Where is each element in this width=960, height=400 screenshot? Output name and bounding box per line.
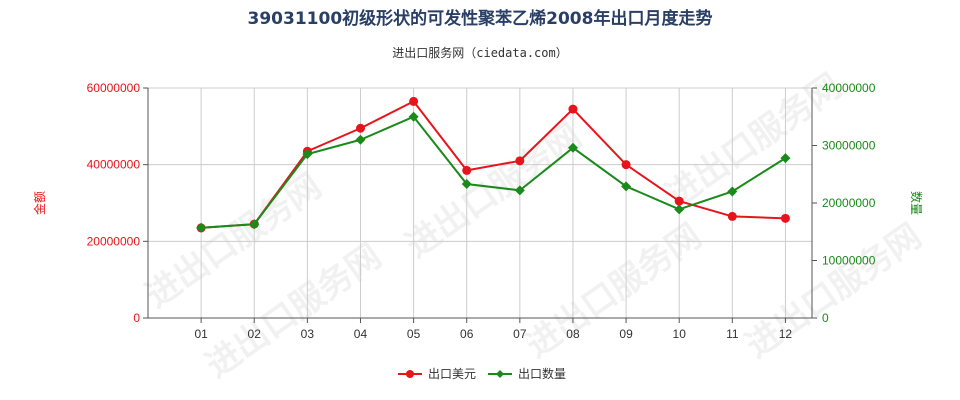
value-point xyxy=(409,96,419,106)
legend-label-value: 出口美元 xyxy=(428,367,476,381)
value-point xyxy=(568,104,578,114)
left-tick-label: 0 xyxy=(133,311,140,325)
x-tick-label: 09 xyxy=(619,327,633,341)
x-tick-label: 12 xyxy=(779,327,793,341)
legend-marker-value xyxy=(406,370,414,378)
left-tick-label: 40000000 xyxy=(87,158,141,172)
x-tick-label: 02 xyxy=(248,327,262,341)
value-point xyxy=(780,213,790,223)
left-tick-label: 20000000 xyxy=(87,234,141,248)
value-point xyxy=(727,211,737,221)
right-tick-label: 40000000 xyxy=(822,81,876,95)
quantity-point xyxy=(674,204,685,215)
right-tick-label: 30000000 xyxy=(822,139,876,153)
quantity-point xyxy=(514,185,525,196)
x-tick-label: 05 xyxy=(407,327,421,341)
watermark-text: 进出口服务网 xyxy=(399,116,589,266)
legend: 出口美元 出口数量 xyxy=(398,366,566,381)
quantity-point xyxy=(621,181,632,192)
value-point xyxy=(621,160,631,170)
value-point xyxy=(515,156,525,166)
quantity-point xyxy=(727,186,738,197)
chart-title: 39031100初级形状的可发性聚苯乙烯2008年出口月度走势 xyxy=(248,8,713,29)
watermark-text: 进出口服务网 xyxy=(739,216,929,366)
quantity-point xyxy=(567,142,578,153)
axis-layer: 0 20000000 40000000 60000000 0 10000000 200000… xyxy=(87,81,876,341)
chart-subtitle: 进出口服务网（ciedata.com） xyxy=(392,45,567,60)
x-tick-label: 03 xyxy=(301,327,315,341)
value-point xyxy=(355,123,365,133)
quantity-point xyxy=(780,153,791,164)
series-line-quantity xyxy=(201,115,786,229)
x-tick-label: 08 xyxy=(566,327,580,341)
watermark-text: 进出口服务网 xyxy=(659,66,849,216)
left-axis-title: 金额 xyxy=(32,191,47,215)
quantity-point xyxy=(302,149,313,160)
quantity-point xyxy=(196,222,207,233)
series-layer xyxy=(196,96,791,233)
x-tick-label: 10 xyxy=(673,327,687,341)
x-tick-label: 06 xyxy=(460,327,474,341)
quantity-point xyxy=(249,219,260,230)
quantity-point xyxy=(408,111,419,122)
x-tick-label: 01 xyxy=(194,327,208,341)
legend-marker-quantity xyxy=(496,370,504,378)
value-point xyxy=(462,165,472,175)
x-tick-label: 04 xyxy=(354,327,368,341)
quantity-point xyxy=(355,134,366,145)
right-tick-label: 10000000 xyxy=(822,254,876,268)
left-tick-label: 60000000 xyxy=(87,81,141,95)
series-line-value xyxy=(201,100,786,229)
x-tick-label: 07 xyxy=(513,327,527,341)
legend-label-quantity: 出口数量 xyxy=(518,366,566,381)
right-tick-label: 20000000 xyxy=(822,196,876,210)
x-tick-label: 11 xyxy=(726,327,739,341)
value-point xyxy=(674,196,684,206)
right-axis-title: 数量 xyxy=(909,191,924,215)
right-tick-label: 0 xyxy=(822,311,829,325)
watermark-text: 进出口服务网 xyxy=(519,216,709,366)
quantity-point xyxy=(461,179,472,190)
